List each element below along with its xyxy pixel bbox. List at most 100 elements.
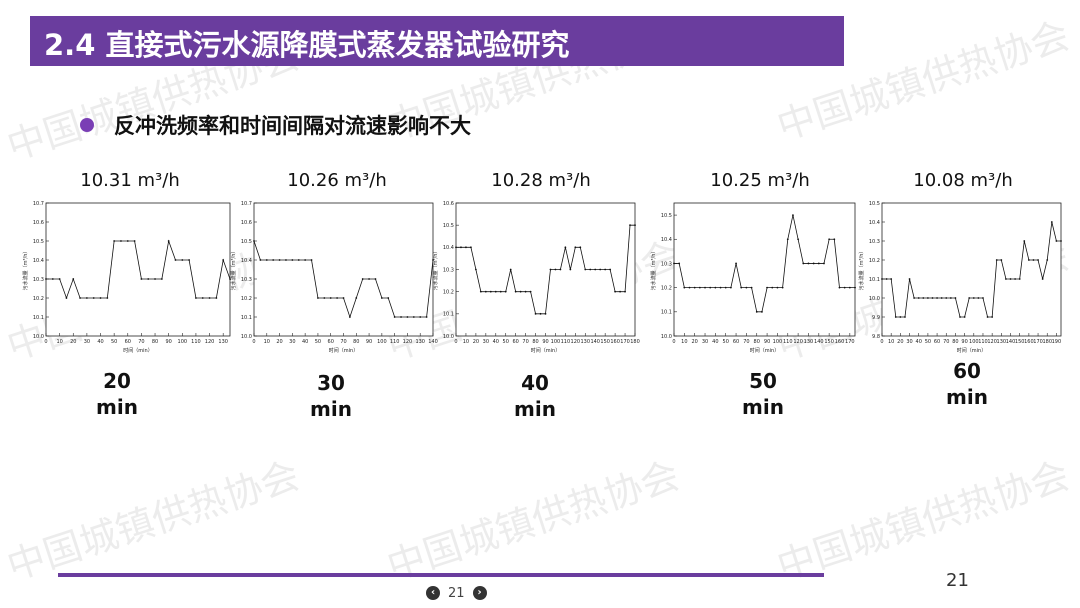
x-tick-label: 40 (302, 339, 308, 345)
data-point (949, 297, 952, 299)
next-page-button[interactable]: › (472, 586, 487, 600)
data-point (709, 286, 712, 289)
title-bar: 2.4 直接式污水源降膜式蒸发器试验研究 (30, 16, 844, 66)
x-tick-label: 20 (276, 339, 282, 345)
y-tick-label: 10.1 (443, 312, 454, 318)
y-tick-label: 10.5 (241, 239, 252, 245)
y-tick-label: 10.0 (241, 334, 252, 340)
data-point (698, 286, 701, 289)
x-tick-label: 120 (793, 339, 803, 345)
pager-number: 21 (448, 585, 465, 601)
x-tick-label: 180 (630, 339, 640, 345)
bullet-text: 反冲洗频率和时间间隔对流速影响不大 (114, 114, 471, 138)
y-tick-label: 10.1 (661, 310, 672, 316)
x-tick-label: 150 (1015, 339, 1025, 345)
y-tick-label: 10.2 (33, 296, 44, 302)
y-tick-label: 10.0 (443, 334, 454, 340)
data-point (904, 316, 906, 318)
x-tick-label: 40 (493, 339, 499, 345)
chart-title: 10.31 m³/h (80, 170, 180, 191)
data-point (432, 259, 434, 261)
x-tick-label: 50 (111, 339, 117, 345)
bullet-icon (80, 118, 94, 132)
x-tick-label: 150 (600, 339, 610, 345)
data-point (781, 286, 784, 289)
x-tick-label: 170 (620, 339, 630, 345)
data-point (881, 278, 883, 280)
data-point (750, 286, 753, 289)
data-point (599, 268, 602, 271)
data-point (133, 240, 136, 242)
x-tick-label: 140 (1006, 339, 1016, 345)
data-point (380, 297, 383, 299)
x-tick-label: 80 (952, 339, 958, 345)
data-point (406, 316, 409, 318)
y-tick-label: 10.0 (661, 334, 672, 340)
data-point (959, 316, 961, 318)
data-point (714, 286, 717, 289)
x-tick-label: 40 (712, 339, 718, 345)
y-tick-label: 10.6 (443, 201, 454, 207)
interval-unit: min (514, 397, 556, 421)
x-tick-label: 80 (754, 339, 760, 345)
data-point (419, 316, 422, 318)
y-tick-label: 10.2 (869, 258, 880, 264)
data-point (885, 278, 888, 280)
data-point (160, 278, 163, 280)
x-tick-label: 160 (610, 339, 620, 345)
data-point (968, 297, 971, 299)
data-point (1037, 259, 1039, 261)
data-point (838, 286, 841, 289)
data-point (278, 259, 281, 261)
y-axis-label: 污水流量（m³/h） (230, 249, 237, 291)
data-point (755, 310, 758, 313)
prev-page-button[interactable]: ‹ (426, 586, 440, 600)
data-point (479, 290, 482, 293)
data-point (926, 297, 929, 299)
data-point (634, 224, 636, 227)
x-tick-label: 100 (551, 339, 561, 345)
data-point (229, 278, 231, 280)
x-tick-label: 20 (691, 339, 697, 345)
data-point (181, 259, 184, 261)
data-point (1009, 278, 1012, 280)
x-tick-label: 40 (916, 339, 922, 345)
x-tick-label: 50 (925, 339, 931, 345)
y-tick-label: 9.8 (872, 334, 880, 340)
data-point (848, 286, 851, 289)
data-point (297, 259, 300, 261)
data-point (1018, 278, 1021, 280)
x-axis-label: 时间（min） (329, 347, 358, 354)
data-point (604, 268, 607, 271)
x-tick-label: 50 (315, 339, 321, 345)
data-point (45, 278, 47, 280)
x-tick-label: 120 (205, 339, 215, 345)
watermark: 中国城镇供热协会 (771, 452, 1075, 589)
x-tick-label: 60 (512, 339, 518, 345)
data-point (574, 246, 577, 249)
interval-value: 50 (749, 369, 777, 393)
data-point (329, 297, 332, 299)
y-axis-label: 污水流量（m³/h） (858, 249, 865, 291)
data-point (374, 278, 377, 280)
y-tick-label: 10.4 (443, 245, 454, 251)
data-point (766, 286, 768, 289)
data-point (174, 259, 177, 261)
data-point (504, 290, 507, 293)
x-axis-label: 时间（min） (531, 347, 560, 354)
y-tick-label: 10.5 (869, 201, 880, 207)
interval-label: 40 min (485, 370, 585, 422)
y-tick-label: 10.3 (443, 267, 454, 273)
x-tick-label: 30 (702, 339, 708, 345)
watermark: 中国城镇供热协会 (1, 452, 305, 589)
data-point (719, 286, 722, 289)
data-point (922, 297, 925, 299)
data-point (584, 268, 587, 271)
data-point (817, 262, 820, 265)
x-tick-label: 110 (978, 339, 988, 345)
x-tick-label: 80 (152, 339, 158, 345)
data-point (569, 268, 572, 271)
x-tick-label: 10 (888, 339, 894, 345)
data-point (465, 246, 467, 249)
x-tick-label: 80 (353, 339, 359, 345)
